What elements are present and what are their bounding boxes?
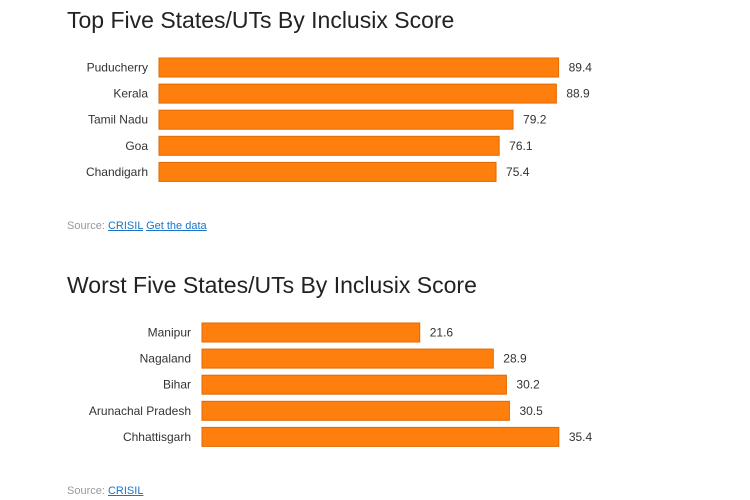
value-label: 30.5 bbox=[519, 404, 543, 418]
value-label: 28.9 bbox=[503, 352, 527, 366]
bar bbox=[158, 83, 557, 104]
value-label: 21.6 bbox=[430, 326, 454, 340]
category-label: Nagaland bbox=[140, 352, 191, 366]
bar bbox=[158, 135, 500, 156]
bar bbox=[201, 400, 510, 421]
category-label: Manipur bbox=[148, 326, 191, 340]
value-label: 89.4 bbox=[569, 61, 593, 75]
chart-title-worst-five: Worst Five States/UTs By Inclusix Score bbox=[67, 272, 477, 298]
source-label: Source: bbox=[67, 485, 105, 497]
top-five-bar-chart: Puducherry 89.4 Kerala 88.9 Tamil Nadu 79.2 Go… bbox=[86, 57, 593, 182]
bar bbox=[201, 426, 560, 447]
bar bbox=[201, 374, 507, 395]
bar bbox=[158, 161, 497, 182]
worst-five-bar-chart: Manipur 21.6 Nagaland 28.9 Bihar 30.2 Arunacha… bbox=[89, 322, 593, 447]
source-label: Source: bbox=[67, 220, 105, 232]
crisil-link[interactable]: CRISIL bbox=[107, 220, 144, 232]
value-label: 76.1 bbox=[509, 139, 533, 153]
source-line-top-five: Source: CRISIL Get the data bbox=[67, 220, 207, 232]
bar bbox=[201, 322, 421, 343]
bar bbox=[158, 109, 514, 130]
source-line-worst-five: Source: CRISIL bbox=[67, 485, 143, 497]
bar bbox=[201, 348, 494, 369]
category-label: Chhattisgarh bbox=[123, 430, 191, 444]
category-label: Bihar bbox=[163, 378, 191, 392]
category-label: Puducherry bbox=[87, 61, 148, 75]
value-label: 79.2 bbox=[523, 113, 547, 127]
get-the-data-link[interactable]: Get the data bbox=[146, 220, 207, 232]
category-label: Tamil Nadu bbox=[88, 113, 148, 127]
value-label: 88.9 bbox=[566, 87, 590, 101]
category-label: Goa bbox=[125, 139, 148, 153]
value-label: 35.4 bbox=[569, 430, 593, 444]
category-label: Kerala bbox=[113, 87, 148, 101]
value-label: 30.2 bbox=[516, 378, 540, 392]
value-label: 75.4 bbox=[506, 165, 530, 179]
category-label: Arunachal Pradesh bbox=[89, 404, 191, 418]
chart-title-top-five: Top Five States/UTs By Inclusix Score bbox=[67, 7, 455, 33]
bar bbox=[158, 57, 560, 78]
category-label: Chandigarh bbox=[86, 165, 148, 179]
crisil-link[interactable]: CRISIL bbox=[107, 485, 144, 497]
